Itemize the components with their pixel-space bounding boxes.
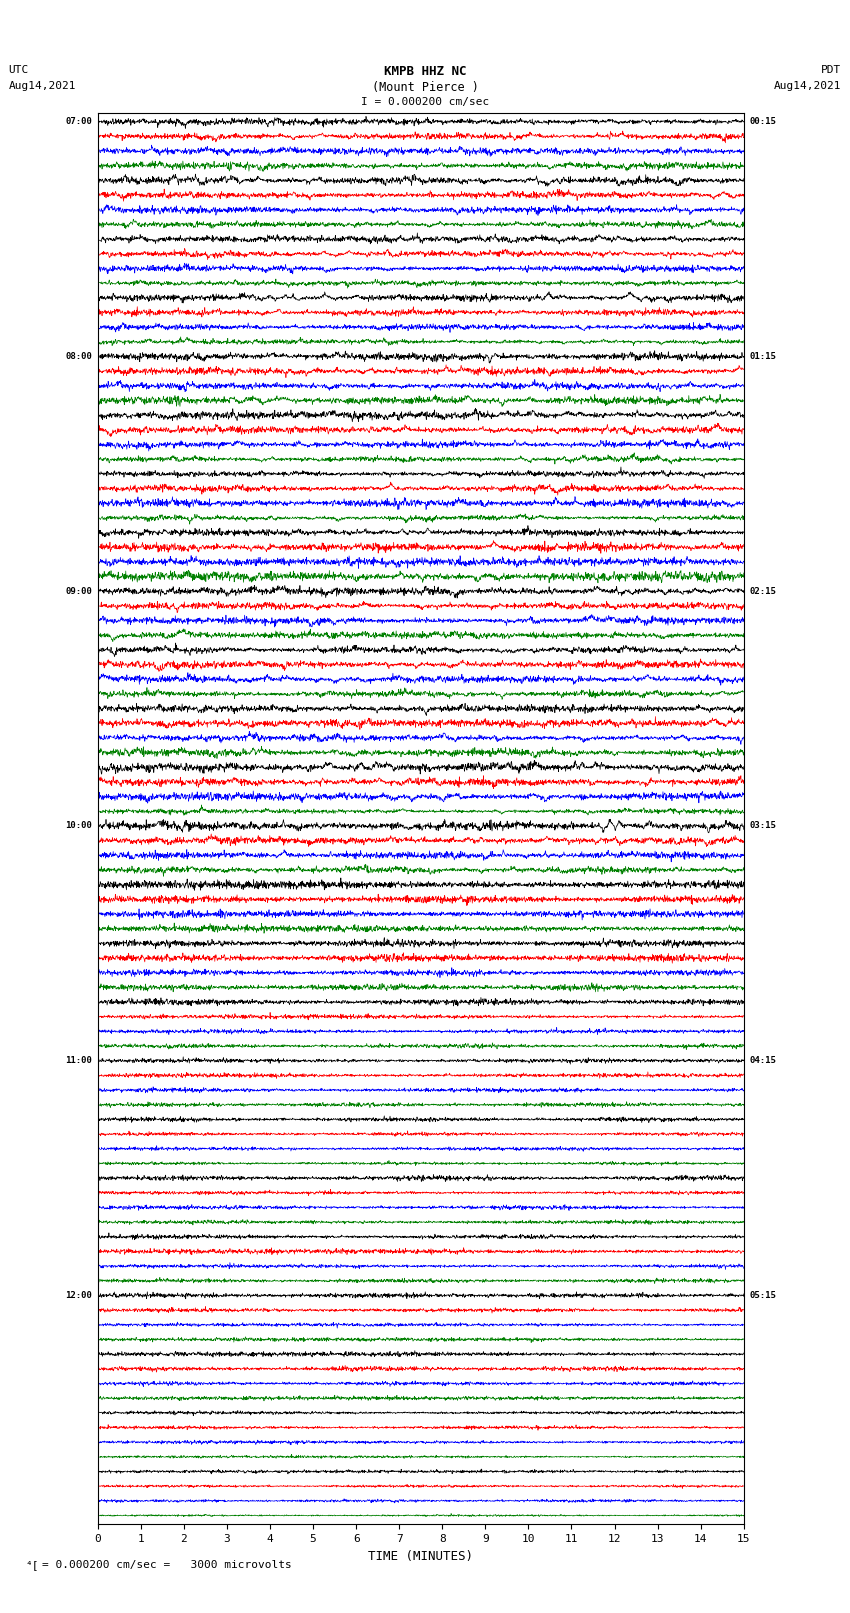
Text: Aug14,2021: Aug14,2021 (8, 81, 76, 90)
Text: 11:00: 11:00 (65, 1057, 92, 1065)
Text: 01:15: 01:15 (750, 352, 776, 361)
Text: 08:00: 08:00 (65, 352, 92, 361)
Text: 10:00: 10:00 (65, 821, 92, 831)
Text: 07:00: 07:00 (65, 118, 92, 126)
Text: UTC: UTC (8, 65, 29, 74)
Text: Aug14,2021: Aug14,2021 (774, 81, 842, 90)
Text: PDT: PDT (821, 65, 842, 74)
Text: 02:15: 02:15 (750, 587, 776, 595)
Text: 12:00: 12:00 (65, 1290, 92, 1300)
Text: 09:00: 09:00 (65, 587, 92, 595)
Text: 00:15: 00:15 (750, 118, 776, 126)
Text: (Mount Pierce ): (Mount Pierce ) (371, 81, 479, 94)
Text: 05:15: 05:15 (750, 1290, 776, 1300)
X-axis label: TIME (MINUTES): TIME (MINUTES) (368, 1550, 473, 1563)
Text: = 0.000200 cm/sec =   3000 microvolts: = 0.000200 cm/sec = 3000 microvolts (42, 1560, 292, 1569)
Text: KMPB HHZ NC: KMPB HHZ NC (383, 65, 467, 77)
Text: 03:15: 03:15 (750, 821, 776, 831)
Text: ⁴[: ⁴[ (26, 1560, 39, 1569)
Text: I = 0.000200 cm/sec: I = 0.000200 cm/sec (361, 97, 489, 106)
Text: 04:15: 04:15 (750, 1057, 776, 1065)
